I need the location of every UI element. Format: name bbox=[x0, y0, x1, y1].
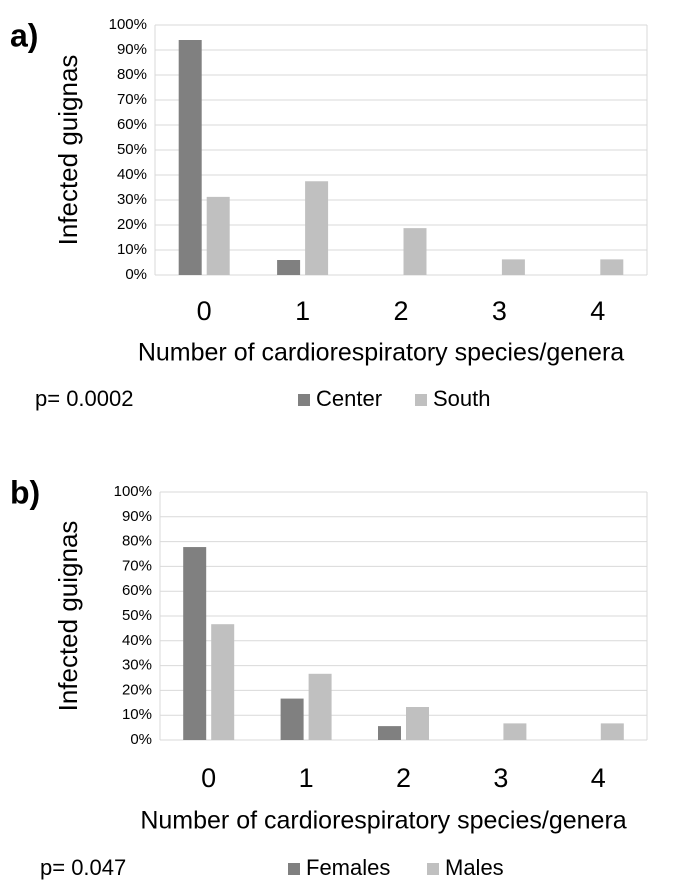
x-tick-label: 4 bbox=[590, 296, 605, 326]
y-tick-label: 40% bbox=[117, 166, 147, 183]
bar bbox=[403, 228, 427, 275]
legend-label: Females bbox=[306, 855, 390, 880]
legend-label: Center bbox=[316, 386, 382, 411]
x-tick-label: 3 bbox=[492, 296, 507, 326]
x-tick-label: 1 bbox=[299, 763, 314, 793]
x-tick-label: 0 bbox=[197, 296, 212, 326]
bar bbox=[503, 723, 527, 740]
y-tick-label: 80% bbox=[117, 66, 147, 83]
y-tick-label: 40% bbox=[122, 632, 152, 649]
y-tick-label: 50% bbox=[117, 141, 147, 158]
x-tick-label: 3 bbox=[493, 763, 508, 793]
legend-label: Males bbox=[445, 855, 504, 880]
y-tick-label: 90% bbox=[117, 41, 147, 58]
y-tick-label: 30% bbox=[117, 191, 147, 208]
x-tick-label: 2 bbox=[393, 296, 408, 326]
bar bbox=[178, 40, 202, 275]
legend-swatch bbox=[298, 394, 310, 406]
bar bbox=[277, 260, 301, 275]
y-axis-title: Infected guignas bbox=[53, 521, 83, 712]
y-tick-label: 20% bbox=[117, 216, 147, 233]
legend-label: South bbox=[433, 386, 491, 411]
y-tick-label: 10% bbox=[117, 241, 147, 258]
y-tick-label: 20% bbox=[122, 681, 152, 698]
bar bbox=[406, 707, 429, 740]
y-tick-label: 90% bbox=[122, 508, 152, 525]
y-tick-label: 0% bbox=[130, 731, 152, 748]
y-tick-label: 0% bbox=[125, 266, 147, 283]
bar bbox=[183, 547, 207, 740]
y-tick-label: 70% bbox=[117, 91, 147, 108]
y-tick-label: 30% bbox=[122, 657, 152, 674]
x-axis-title: Number of cardiorespiratory species/gene… bbox=[140, 807, 626, 835]
y-tick-label: 10% bbox=[122, 706, 152, 723]
bar bbox=[600, 259, 624, 275]
bar bbox=[280, 698, 304, 740]
y-tick-label: 80% bbox=[122, 533, 152, 550]
y-tick-label: 100% bbox=[114, 483, 152, 500]
legend-swatch bbox=[288, 863, 300, 875]
y-tick-label: 60% bbox=[117, 116, 147, 133]
y-tick-label: 60% bbox=[122, 582, 152, 599]
legend-swatch bbox=[427, 863, 439, 875]
x-axis-title: Number of cardiorespiratory species/gene… bbox=[138, 339, 624, 367]
bar bbox=[211, 624, 235, 740]
x-tick-label: 0 bbox=[201, 763, 216, 793]
x-tick-label: 1 bbox=[295, 296, 310, 326]
legend-swatch bbox=[415, 394, 427, 406]
panel-label: b) bbox=[10, 474, 40, 510]
x-tick-label: 2 bbox=[396, 763, 411, 793]
bar bbox=[378, 726, 401, 740]
bar bbox=[305, 181, 329, 275]
bar bbox=[600, 723, 624, 740]
y-axis-title: Infected guignas bbox=[53, 55, 83, 246]
bar bbox=[501, 259, 525, 275]
annotation: p= 0.0002 bbox=[35, 386, 133, 411]
panel-label: a) bbox=[10, 17, 38, 53]
annotation: p= 0.047 bbox=[40, 855, 126, 880]
bar bbox=[206, 196, 230, 275]
x-tick-label: 4 bbox=[591, 763, 606, 793]
y-tick-label: 70% bbox=[122, 557, 152, 574]
y-tick-label: 100% bbox=[109, 16, 147, 33]
y-tick-label: 50% bbox=[122, 607, 152, 624]
bar bbox=[308, 673, 332, 740]
